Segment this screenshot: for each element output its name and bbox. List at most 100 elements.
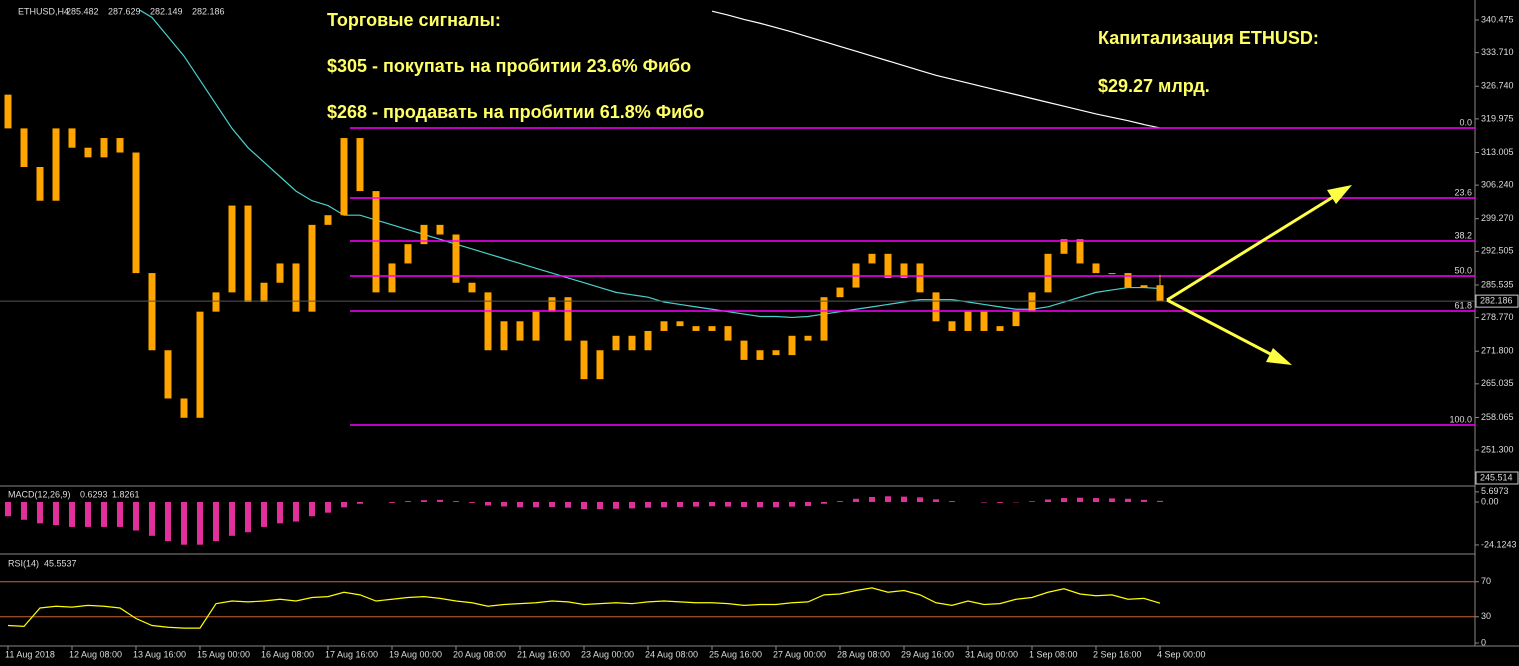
candle — [20, 128, 28, 167]
candle — [340, 138, 348, 216]
macd-bar — [917, 497, 923, 502]
macd-bar — [1061, 498, 1067, 502]
x-tick-label: 12 Aug 08:00 — [69, 649, 122, 659]
macd-bar — [101, 501, 107, 527]
cap-value: $29.27 млрд. — [1098, 76, 1210, 96]
candle — [1060, 239, 1068, 254]
x-tick-label: 15 Aug 00:00 — [197, 649, 250, 659]
macd-bar — [853, 498, 859, 502]
candle — [948, 321, 956, 331]
macd-bar — [1045, 499, 1051, 502]
y-tick-label: 70 — [1481, 576, 1491, 586]
y-tick-label: 313.005 — [1481, 147, 1514, 157]
candle — [164, 350, 172, 399]
candle — [1028, 292, 1036, 312]
macd-bar — [1093, 498, 1099, 502]
candle — [964, 311, 972, 331]
marker-box — [1475, 471, 1519, 485]
macd-bar — [69, 501, 75, 527]
macd-bar — [725, 501, 731, 507]
candle — [1140, 285, 1148, 288]
candle — [676, 321, 684, 327]
macd-bar — [133, 501, 139, 531]
macd-bar — [229, 501, 235, 536]
macd-bar — [741, 501, 747, 507]
y-tick-label: 271.800 — [1481, 346, 1514, 356]
y-tick-label: 319.975 — [1481, 113, 1514, 123]
x-tick-label: 17 Aug 16:00 — [325, 649, 378, 659]
x-tick-label: 13 Aug 16:00 — [133, 649, 186, 659]
macd-value: 0.6293 — [80, 489, 108, 499]
symbol: ETHUSD,H4 — [18, 6, 69, 16]
candle — [1108, 273, 1116, 275]
x-tick-label: 2 Sep 16:00 — [1093, 649, 1142, 659]
candle — [884, 253, 892, 278]
macd-bar — [277, 501, 283, 524]
candle — [548, 297, 556, 312]
candle — [212, 292, 220, 312]
header-low: 282.149 — [150, 6, 183, 16]
candle — [772, 350, 780, 356]
fibo-label: 61.8 — [1454, 300, 1472, 310]
macd-bar — [997, 501, 1003, 503]
candle — [436, 224, 444, 235]
candle — [868, 253, 876, 264]
x-tick-label: 28 Aug 08:00 — [837, 649, 890, 659]
candle — [804, 335, 812, 341]
candle — [4, 94, 12, 129]
header-close: 282.186 — [192, 6, 225, 16]
macd-bar — [149, 501, 155, 536]
candle — [724, 326, 732, 341]
rsi-line — [7, 587, 1161, 629]
candle — [260, 282, 268, 303]
candle — [244, 205, 252, 303]
macd-bar — [565, 501, 571, 508]
macd-bar — [1109, 498, 1115, 502]
sell-signal: $268 - продавать на пробитии 61.8% Фибо — [327, 102, 704, 122]
candle — [756, 350, 764, 360]
candle — [84, 147, 92, 158]
y-tick-label: 265.035 — [1481, 378, 1514, 388]
fibo-label: 100.0 — [1449, 414, 1472, 424]
x-tick-label: 24 Aug 08:00 — [645, 649, 698, 659]
candle — [660, 321, 668, 331]
macd-bar — [549, 501, 555, 507]
candle — [564, 297, 572, 341]
macd-bar — [517, 501, 523, 508]
moving-average — [711, 10, 1161, 129]
macd-bar — [165, 501, 171, 542]
macd-bar — [85, 501, 91, 527]
macd-bar — [117, 501, 123, 527]
candle — [196, 311, 204, 418]
macd-bar — [629, 501, 635, 509]
moving-average — [138, 10, 1161, 319]
candle — [180, 398, 188, 418]
macd-bar — [357, 501, 363, 504]
candle — [68, 128, 76, 148]
macd-bar — [645, 501, 651, 508]
macd-bar — [325, 501, 331, 513]
x-tick-label: 29 Aug 16:00 — [901, 649, 954, 659]
candle — [116, 138, 124, 153]
macd-bar — [1077, 497, 1083, 502]
x-tick-label: 20 Aug 08:00 — [453, 649, 506, 659]
y-tick-label: 258.065 — [1481, 412, 1514, 422]
macd-bar — [1125, 498, 1131, 502]
header-high: 287.629 — [108, 6, 141, 16]
arrowhead — [1266, 348, 1292, 365]
x-tick-label: 21 Aug 16:00 — [517, 649, 570, 659]
macd-bar — [661, 501, 667, 508]
macd-bar — [21, 501, 27, 520]
candle — [228, 205, 236, 293]
macd-bar — [37, 501, 43, 524]
x-tick-label: 23 Aug 00:00 — [581, 649, 634, 659]
macd-bar — [709, 501, 715, 507]
macd-bar — [581, 501, 587, 510]
macd-bar — [933, 499, 939, 502]
macd-bar — [469, 501, 475, 503]
x-tick-label: 1 Sep 08:00 — [1029, 649, 1078, 659]
candle — [452, 234, 460, 283]
macd-bar — [213, 501, 219, 542]
candle — [52, 128, 60, 201]
